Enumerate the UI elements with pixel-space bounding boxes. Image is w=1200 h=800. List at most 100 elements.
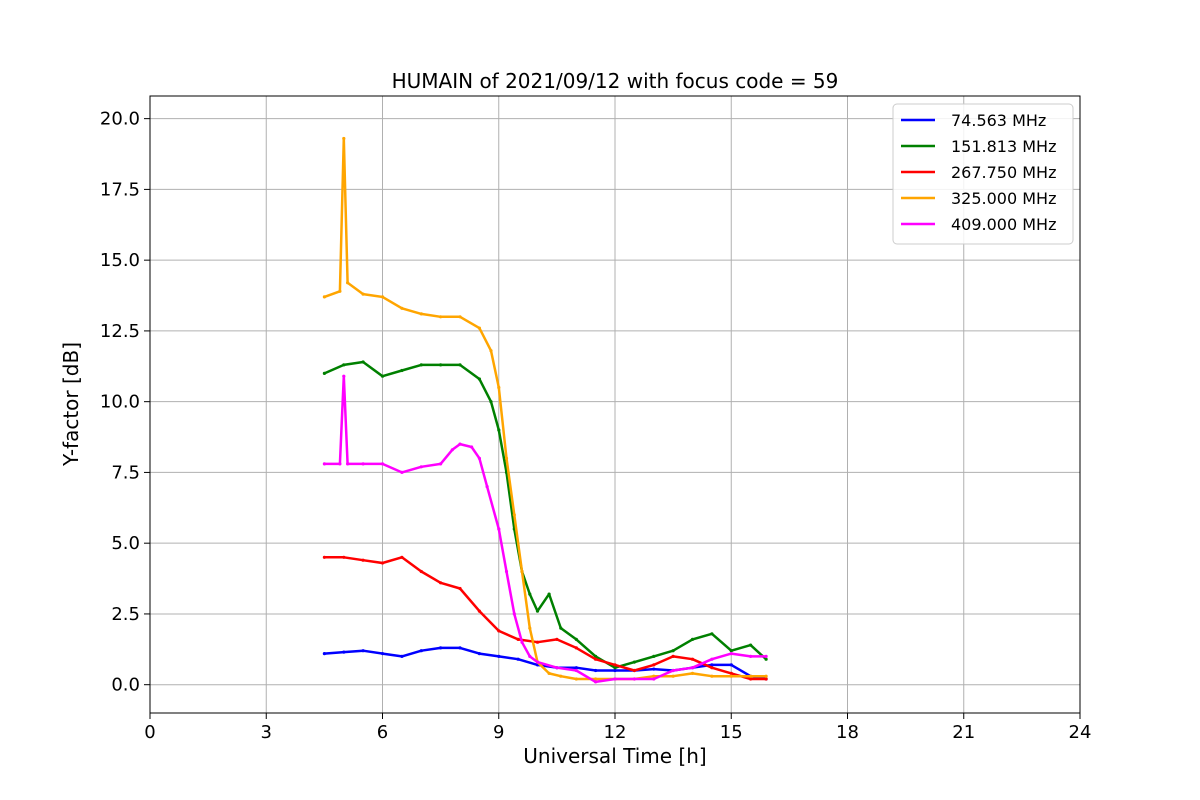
y-tick-label: 10.0 (100, 392, 140, 413)
data-point (547, 592, 551, 596)
data-point (419, 465, 423, 469)
data-point (613, 668, 617, 673)
x-tick-label: 3 (261, 722, 272, 743)
data-point (489, 400, 493, 404)
y-axis-label: Y-factor [dB] (59, 342, 83, 467)
data-point (419, 312, 423, 316)
data-point (322, 371, 326, 375)
data-point (520, 569, 524, 574)
data-point (528, 592, 532, 596)
data-point (458, 586, 462, 591)
data-point (439, 363, 443, 367)
legend-box (892, 103, 1074, 245)
data-point (439, 646, 443, 650)
data-point (574, 646, 578, 650)
data-point (520, 640, 524, 644)
x-tick-label: 9 (493, 722, 504, 743)
data-point (528, 626, 532, 630)
x-tick-label: 12 (604, 722, 627, 743)
data-point (632, 677, 637, 681)
data-point (458, 363, 462, 367)
data-point (419, 569, 423, 574)
data-point (419, 363, 423, 367)
data-point (439, 462, 443, 466)
data-point (729, 663, 733, 667)
y-tick-label: 5.0 (111, 533, 140, 554)
data-point (764, 657, 768, 661)
data-point (652, 667, 656, 671)
data-point (439, 581, 443, 585)
data-point (439, 315, 443, 319)
data-point (342, 363, 346, 367)
data-point (710, 663, 714, 667)
data-point (749, 654, 753, 659)
data-point (338, 462, 342, 466)
data-point (594, 654, 598, 659)
data-point (361, 360, 365, 364)
data-point (749, 674, 753, 678)
data-point (497, 654, 501, 659)
data-point (710, 666, 714, 670)
data-point (458, 315, 462, 319)
data-point (594, 677, 598, 681)
data-point (613, 677, 617, 681)
data-point (400, 368, 404, 373)
data-point (361, 292, 365, 296)
data-point (594, 680, 598, 684)
data-point (652, 677, 656, 681)
data-point (380, 462, 385, 466)
x-tick-label: 6 (377, 722, 388, 743)
data-point (764, 674, 768, 678)
data-point (380, 561, 385, 565)
data-point (477, 609, 481, 613)
data-point (652, 674, 656, 678)
data-point (632, 668, 637, 673)
data-point (574, 637, 578, 642)
data-point (346, 281, 350, 285)
data-point (342, 650, 346, 654)
data-point (477, 652, 481, 656)
data-point (729, 652, 733, 656)
x-axis-label: Universal Time [h] (523, 744, 706, 768)
data-point (516, 637, 520, 642)
data-point (342, 374, 346, 378)
data-point (477, 456, 481, 460)
data-point (547, 671, 551, 676)
data-point (400, 654, 404, 659)
data-point (322, 295, 326, 299)
data-point (400, 555, 404, 559)
data-point (458, 646, 462, 650)
data-point (361, 649, 365, 653)
legend-label: 74.563 MHz (951, 111, 1046, 130)
legend-label: 325.000 MHz (951, 189, 1056, 208)
data-point (574, 677, 578, 681)
x-tick-label: 21 (952, 722, 975, 743)
data-point (504, 456, 509, 460)
series-line-2 (323, 556, 768, 681)
data-point (690, 671, 695, 676)
data-point (504, 569, 509, 574)
data-point (322, 652, 326, 656)
data-point (749, 643, 753, 647)
data-point (764, 677, 768, 681)
x-tick-label: 24 (1069, 722, 1092, 743)
data-point (535, 640, 540, 644)
x-axis: 0 3 6 9 12 15 18 21 24 (144, 713, 1091, 743)
data-point (322, 462, 326, 466)
y-tick-label: 2.5 (111, 604, 140, 625)
plot-lines (322, 136, 768, 684)
data-point (559, 674, 563, 678)
y-tick-label: 12.5 (100, 321, 140, 342)
data-point (710, 674, 714, 678)
data-point (710, 657, 714, 661)
x-tick-label: 18 (836, 722, 859, 743)
data-point (361, 462, 365, 466)
data-point (338, 289, 342, 293)
legend: 74.563 MHz 151.813 MHz 267.750 MHz 325.000 … (892, 103, 1074, 245)
series-line-4 (323, 374, 768, 684)
data-point (671, 674, 675, 678)
y-tick-label: 0.0 (111, 675, 140, 696)
chart-title: HUMAIN of 2021/09/12 with focus code = 5… (392, 69, 839, 93)
data-point (361, 558, 365, 562)
